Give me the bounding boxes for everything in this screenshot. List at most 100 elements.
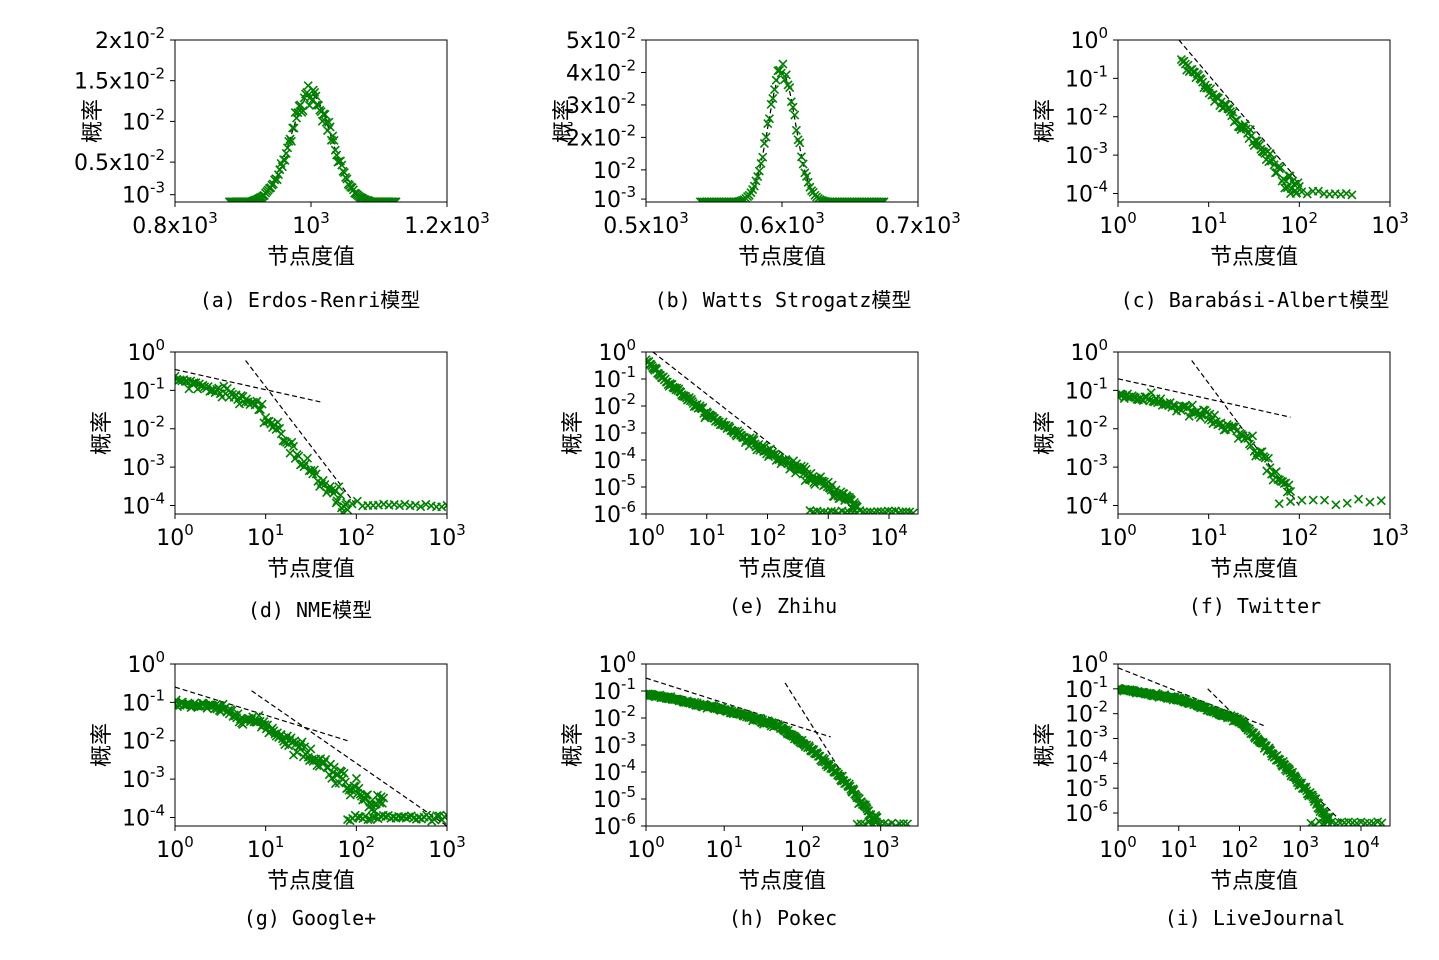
data-point: [759, 138, 769, 148]
plot-area: [175, 360, 447, 514]
y-axis-label: 概率: [81, 99, 106, 143]
data-point: [1376, 496, 1386, 506]
x-tick-label: 101: [1190, 521, 1228, 551]
y-tick-label: 0.5x10-2: [74, 146, 165, 176]
x-axis-label: 节点度值: [738, 245, 826, 270]
data-point: [865, 507, 876, 514]
data-point: [281, 148, 291, 158]
x-axis-label: 节点度值: [267, 557, 355, 582]
data-point: [844, 507, 854, 514]
data-point: [768, 93, 778, 103]
y-tick-label: 2x10-2: [566, 121, 636, 151]
x-axis-label: 节点度值: [1210, 557, 1298, 582]
fit-line-1: [175, 368, 321, 403]
data-point: [763, 119, 773, 129]
data-point: [1294, 181, 1304, 192]
data-point: [379, 793, 389, 803]
data-point: [897, 507, 908, 514]
data-point: [862, 507, 872, 514]
y-tick-label: 10-3: [122, 179, 165, 209]
y-tick-label: 10-3: [1065, 723, 1108, 753]
data-point: [786, 97, 796, 107]
data-point: [329, 135, 339, 146]
data-point: [401, 813, 411, 823]
data-point: [280, 155, 290, 165]
caption-h: (h) Pokec: [728, 906, 838, 930]
x-tick-label: 0.5x103: [603, 209, 689, 239]
x-tick-label: 101: [688, 521, 726, 551]
data-point: [351, 773, 362, 783]
data-point: [276, 429, 286, 439]
data-point: [901, 507, 911, 514]
x-tick-label: 102: [1281, 521, 1319, 551]
data-point: [294, 451, 304, 461]
data-point: [339, 768, 349, 778]
data-point: [1331, 500, 1341, 510]
data-point: [769, 85, 780, 95]
x-tick-label: 100: [627, 521, 665, 551]
fit-line-1: [646, 677, 831, 738]
data-point: [319, 757, 329, 767]
x-tick-label: 100: [156, 521, 194, 551]
x-tick-label: 101: [247, 521, 285, 551]
y-tick-label: 4x10-2: [566, 56, 636, 86]
y-tick-label: 10-6: [593, 498, 636, 528]
data-point: [781, 70, 791, 80]
data-point: [905, 507, 915, 514]
data-point: [1297, 187, 1307, 197]
data-point: [776, 68, 786, 78]
x-tick-label: 101: [1160, 833, 1198, 863]
x-tick-label: 102: [1281, 209, 1319, 239]
y-tick-label: 10-4: [593, 444, 636, 474]
data-point: [416, 502, 426, 512]
y-axis-label: 概率: [1033, 411, 1058, 455]
x-tick-label: 100: [156, 833, 194, 863]
x-axis-label: 节点度值: [1210, 869, 1298, 894]
x-tick-label: 104: [870, 521, 908, 551]
fit-line-1: [1118, 378, 1291, 418]
data-point: [1209, 410, 1220, 420]
data-point: [334, 482, 344, 492]
data-point: [1243, 433, 1253, 443]
y-tick-label: 10-1: [1065, 62, 1108, 92]
x-tick-label: 103: [1371, 521, 1409, 551]
x-tick-label: 100: [1099, 209, 1137, 239]
data-point: [1291, 188, 1301, 198]
y-tick-label: 10-1: [1065, 673, 1108, 703]
x-tick-label: 103: [1281, 833, 1319, 863]
data-point: [1260, 453, 1270, 463]
x-tick-label: 100: [1099, 833, 1137, 863]
data-point: [1341, 188, 1351, 198]
data-point: [830, 507, 840, 514]
x-tick-label: 103: [1371, 209, 1409, 239]
data-point: [325, 122, 335, 132]
data-point: [876, 507, 886, 514]
y-axis-label: 概率: [552, 99, 577, 143]
data-point: [803, 177, 813, 187]
y-tick-label: 10-4: [1065, 747, 1108, 777]
plot-area: [1118, 667, 1387, 826]
data-point: [182, 376, 192, 386]
y-tick-label: 10-4: [122, 801, 165, 831]
plot-area: [1176, 40, 1357, 200]
axes-frame: [1117, 39, 1391, 203]
fit-line-2: [245, 360, 357, 506]
data-point: [1306, 818, 1316, 826]
y-tick-label: 10-2: [122, 105, 165, 135]
data-point: [795, 138, 805, 148]
y-axis-label: 概率: [90, 411, 115, 455]
data-point: [801, 171, 812, 182]
data-point: [286, 136, 296, 146]
data-point: [277, 162, 287, 172]
y-tick-label: 10-3: [122, 451, 165, 481]
data-point: [879, 819, 889, 826]
caption-a: (a) Erdos-Renri模型: [199, 288, 421, 312]
y-tick-label: 10-3: [593, 729, 636, 759]
data-point: [1263, 453, 1273, 463]
x-tick-label: 100: [1099, 521, 1137, 551]
y-tick-label: 10-1: [593, 675, 636, 705]
data-point: [442, 500, 447, 510]
